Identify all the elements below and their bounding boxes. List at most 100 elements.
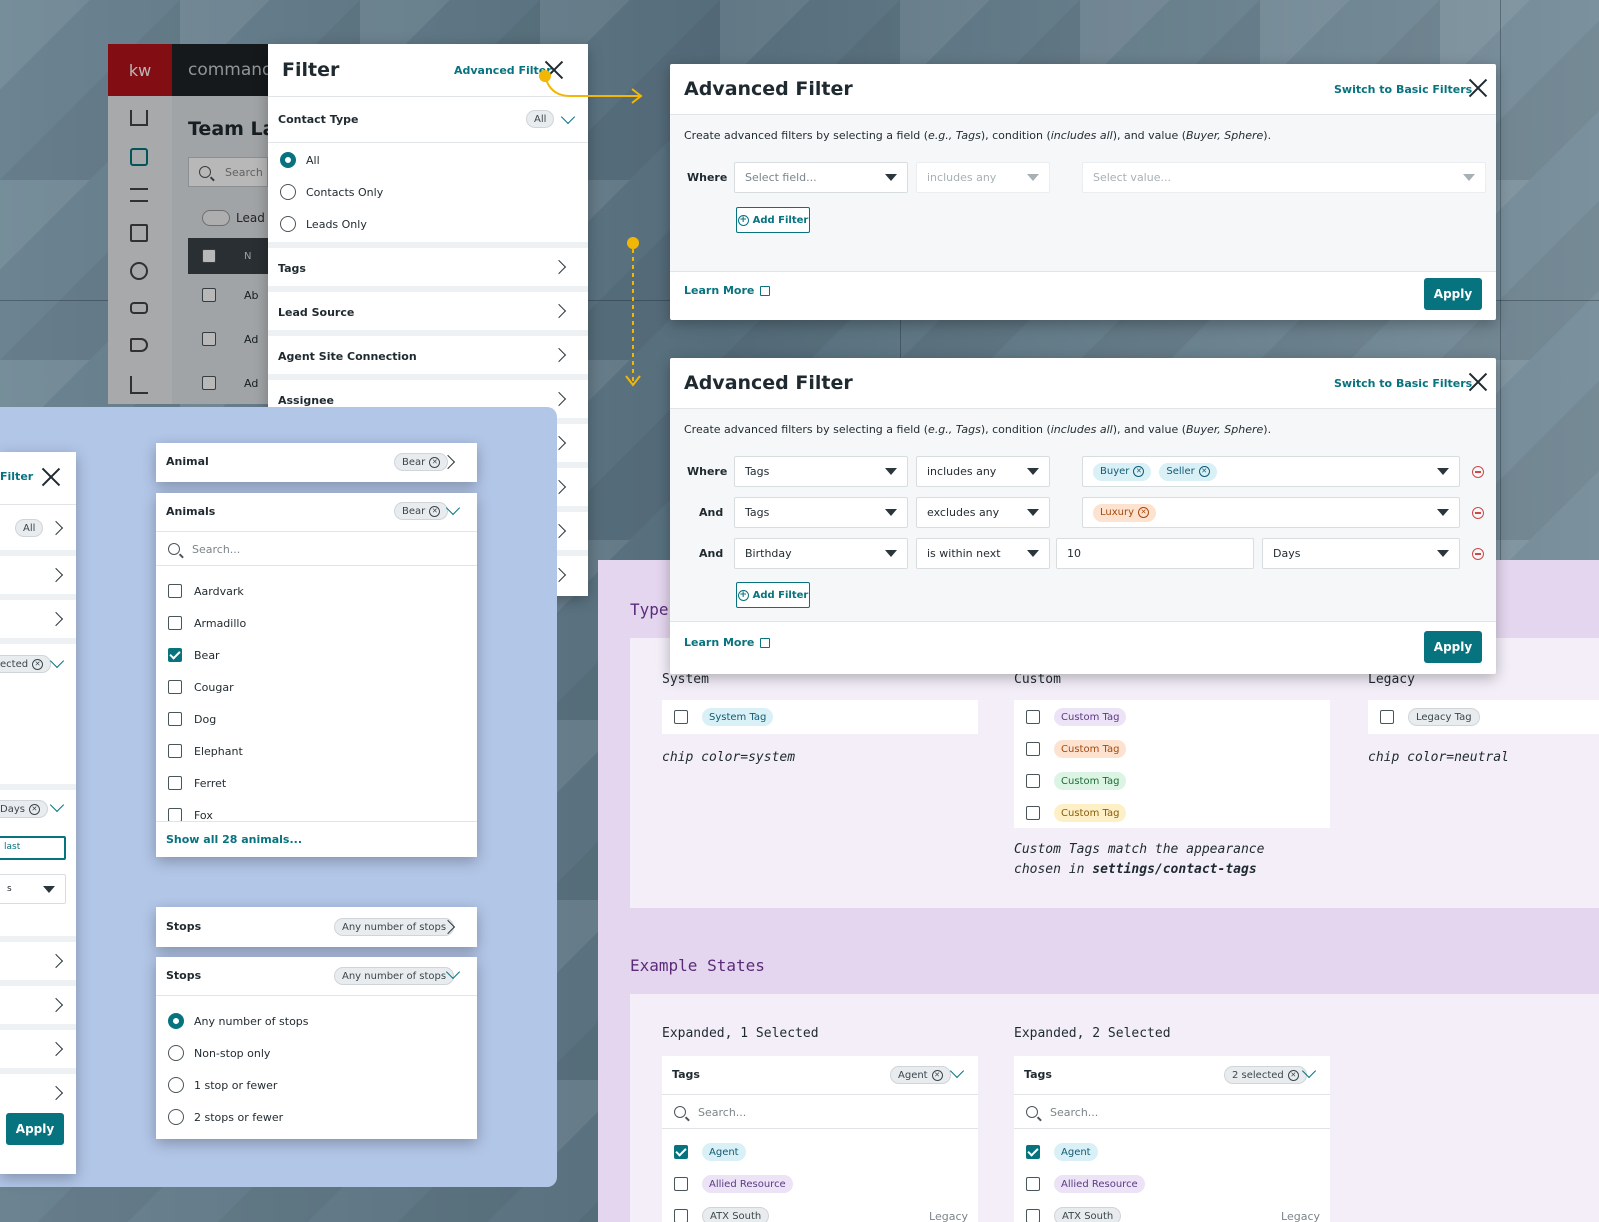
radio-all[interactable]: All	[280, 152, 320, 168]
list-item[interactable]: Elephant	[168, 735, 246, 767]
animal-collapsed[interactable]: Animal Bear ✕	[156, 443, 477, 482]
remove-row-icon[interactable]	[1472, 548, 1484, 560]
toggle-switch[interactable]	[202, 210, 230, 226]
list-item[interactable]: Armadillo	[168, 607, 246, 639]
remove-icon[interactable]: ✕	[1138, 507, 1150, 518]
checkbox[interactable]	[1026, 1209, 1040, 1222]
radio-button[interactable]	[280, 184, 296, 200]
radio-button[interactable]	[168, 1077, 184, 1093]
checkbox[interactable]	[1026, 742, 1040, 756]
apply-button[interactable]: Apply	[6, 1113, 64, 1145]
remove-icon[interactable]: ✕	[1133, 466, 1145, 477]
contact-type-header[interactable]: Contact Type All	[268, 96, 588, 142]
custom-tag-row[interactable]: Custom Tag	[1026, 804, 1127, 822]
checkbox[interactable]	[168, 616, 182, 630]
condition-select[interactable]: is within next	[916, 538, 1050, 569]
radio-leads-only[interactable]: Leads Only	[280, 216, 367, 232]
remove-icon[interactable]: ✕	[429, 456, 441, 468]
radio-option[interactable]: Non-stop only	[168, 1037, 309, 1069]
condition-select[interactable]: includes any	[916, 162, 1050, 193]
section-collapsed[interactable]	[0, 1068, 76, 1112]
chevron-down-icon[interactable]	[49, 797, 65, 813]
apply-button[interactable]: Apply	[1424, 278, 1482, 310]
field-select[interactable]: Tags	[734, 497, 908, 528]
list-item[interactable]: Fox	[168, 799, 246, 831]
state1-search[interactable]: Search...	[674, 1096, 746, 1128]
app-search[interactable]: Search	[188, 157, 268, 187]
profile-icon[interactable]	[130, 262, 148, 280]
radio-button[interactable]	[168, 1109, 184, 1125]
number-input[interactable]: 10	[1056, 538, 1254, 569]
tasks-icon[interactable]	[130, 188, 148, 202]
checkbox[interactable]	[1026, 1145, 1040, 1159]
state1-header[interactable]: Tags Agent ✕	[662, 1056, 978, 1094]
close-icon[interactable]	[1468, 78, 1488, 98]
radio-option[interactable]: Any number of stops	[168, 1005, 309, 1037]
section-collapsed[interactable]	[0, 1024, 76, 1068]
radio-option[interactable]: 1 stop or fewer	[168, 1069, 309, 1101]
unit-select[interactable]: Days	[1262, 538, 1460, 569]
radio-option[interactable]: 2 stops or fewer	[168, 1101, 309, 1133]
close-icon[interactable]	[41, 467, 61, 487]
remove-icon[interactable]: ✕	[429, 505, 441, 517]
checkbox[interactable]	[168, 712, 182, 726]
section-collapsed[interactable]	[0, 594, 76, 638]
apply-button[interactable]: Apply	[1424, 631, 1482, 663]
table-row[interactable]: Ad	[202, 376, 258, 390]
custom-tag-row[interactable]: Custom Tag	[1026, 772, 1127, 790]
system-tag-row[interactable]: System Tag	[662, 700, 978, 734]
checkbox[interactable]	[168, 744, 182, 758]
section-lead-source[interactable]: Lead Source	[268, 286, 588, 330]
checkbox[interactable]	[168, 648, 182, 662]
row-checkbox[interactable]	[202, 332, 216, 346]
row-checkbox[interactable]	[202, 376, 216, 390]
chevron-down-icon[interactable]	[445, 500, 461, 516]
list-item[interactable]: ATX South Legacy	[1026, 1200, 1320, 1222]
select-all-checkbox[interactable]	[202, 249, 216, 263]
value-select[interactable]: Buyer ✕ Seller ✕	[1082, 456, 1460, 487]
radio-button[interactable]	[280, 216, 296, 232]
radio-contacts-only[interactable]: Contacts Only	[280, 184, 383, 200]
remove-icon[interactable]: ✕	[32, 658, 44, 670]
custom-tag-row[interactable]: Custom Tag	[1026, 740, 1127, 758]
list-item[interactable]: Cougar	[168, 671, 246, 703]
checkbox[interactable]	[1026, 1177, 1040, 1191]
state2-search[interactable]: Search...	[1026, 1096, 1098, 1128]
add-filter-button[interactable]: + Add Filter	[736, 582, 810, 608]
value-select[interactable]: Select value...	[1082, 162, 1486, 193]
list-item[interactable]: Allied Resource	[674, 1168, 968, 1200]
forms-icon[interactable]	[130, 224, 148, 242]
close-icon[interactable]	[1468, 372, 1488, 392]
radio-button[interactable]	[280, 152, 296, 168]
section-tags[interactable]: Tags	[268, 242, 588, 286]
checkbox[interactable]	[168, 584, 182, 598]
lead-toggle[interactable]: Lead	[202, 210, 265, 226]
section-collapsed[interactable]	[0, 980, 76, 1024]
chart-icon[interactable]	[130, 376, 148, 394]
remove-icon[interactable]: ✕	[1198, 466, 1210, 477]
add-filter-button[interactable]: + Add Filter	[736, 207, 810, 233]
show-all-link[interactable]: Show all 28 animals...	[166, 833, 302, 846]
remove-icon[interactable]: ✕	[1287, 1069, 1299, 1081]
checkbox[interactable]	[168, 680, 182, 694]
checkbox[interactable]	[1380, 710, 1394, 724]
state2-header[interactable]: Tags 2 selected ✕	[1014, 1056, 1330, 1094]
section-assignee[interactable]: Assignee	[268, 374, 588, 418]
contacts-icon[interactable]	[130, 148, 148, 166]
list-item[interactable]: Agent	[1026, 1136, 1320, 1168]
custom-tag-row[interactable]: Custom Tag	[1026, 708, 1127, 726]
checkbox[interactable]	[674, 1209, 688, 1222]
list-item[interactable]: Aardvark	[168, 575, 246, 607]
row-checkbox[interactable]	[202, 288, 216, 302]
section-expanded[interactable]: Days ✕ last s	[0, 784, 76, 938]
list-item[interactable]: Bear	[168, 639, 246, 671]
chevron-down-icon[interactable]	[949, 1063, 965, 1079]
remove-row-icon[interactable]	[1472, 466, 1484, 478]
last-input[interactable]: last	[0, 836, 66, 860]
advanced-filter-link[interactable]: Advanced Filter	[454, 64, 552, 77]
legacy-tag-row[interactable]: Legacy Tag	[1368, 700, 1599, 734]
list-item[interactable]: ATX South Legacy	[674, 1200, 968, 1222]
section-expanded[interactable]: ected ✕	[0, 638, 76, 784]
checkbox[interactable]	[1026, 806, 1040, 820]
animals-header[interactable]: Animals Bear ✕	[156, 493, 477, 531]
